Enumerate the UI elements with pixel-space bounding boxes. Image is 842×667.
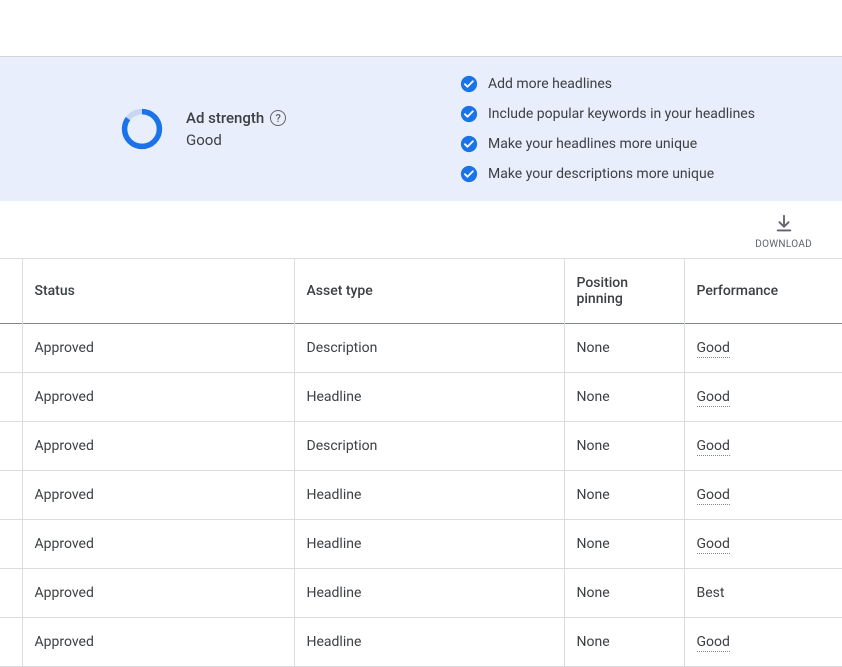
cell-position-pinning: None (564, 422, 684, 471)
cell-performance: Good (684, 520, 842, 569)
cell-asset-type: Headline (294, 520, 564, 569)
cell-performance: Best (684, 569, 842, 618)
suggestion-text: Add more headlines (488, 76, 612, 92)
table-row[interactable]: ApprovedHeadlineNoneGood (0, 618, 842, 667)
help-icon[interactable]: ? (270, 110, 286, 126)
cell-asset-type: Description (294, 324, 564, 373)
cell-position-pinning: None (564, 471, 684, 520)
check-circle-icon (460, 75, 478, 93)
row-spacer (0, 324, 22, 373)
check-circle-icon (460, 105, 478, 123)
row-spacer (0, 569, 22, 618)
cell-position-pinning: None (564, 618, 684, 667)
cell-status: Approved (22, 373, 294, 422)
cell-asset-type: Description (294, 422, 564, 471)
ad-strength-panel: Ad strength ? Good Add more headlines Inc… (0, 56, 842, 201)
cell-status: Approved (22, 422, 294, 471)
table-header-performance[interactable]: Performance (684, 259, 842, 324)
top-spacer (0, 0, 842, 56)
cell-performance: Good (684, 471, 842, 520)
suggestion-item[interactable]: Add more headlines (460, 75, 755, 93)
cell-status: Approved (22, 618, 294, 667)
ad-strength-title: Ad strength (186, 109, 264, 127)
assets-table: Status Asset type Position pinning Perfo… (0, 258, 842, 667)
cell-asset-type: Headline (294, 569, 564, 618)
download-icon (773, 213, 795, 235)
suggestion-item[interactable]: Make your headlines more unique (460, 135, 755, 153)
table-row[interactable]: ApprovedHeadlineNoneGood (0, 373, 842, 422)
check-circle-icon (460, 135, 478, 153)
row-spacer (0, 422, 22, 471)
ad-strength-summary: Ad strength ? Good (0, 107, 460, 151)
cell-performance: Good (684, 422, 842, 471)
cell-performance: Good (684, 324, 842, 373)
ad-strength-ring-icon (120, 107, 164, 151)
suggestion-text: Make your descriptions more unique (488, 166, 714, 182)
row-spacer (0, 471, 22, 520)
cell-position-pinning: None (564, 373, 684, 422)
cell-status: Approved (22, 324, 294, 373)
suggestion-item[interactable]: Make your descriptions more unique (460, 165, 755, 183)
table-row[interactable]: ApprovedDescriptionNoneGood (0, 422, 842, 471)
cell-position-pinning: None (564, 520, 684, 569)
cell-status: Approved (22, 569, 294, 618)
table-row[interactable]: ApprovedHeadlineNoneBest (0, 569, 842, 618)
download-button[interactable]: DOWNLOAD (755, 213, 812, 250)
suggestion-text: Include popular keywords in your headlin… (488, 106, 755, 122)
table-header-status[interactable]: Status (22, 259, 294, 324)
table-row[interactable]: ApprovedHeadlineNoneGood (0, 471, 842, 520)
table-header-row: Status Asset type Position pinning Perfo… (0, 259, 842, 324)
cell-status: Approved (22, 520, 294, 569)
table-row[interactable]: ApprovedDescriptionNoneGood (0, 324, 842, 373)
row-spacer (0, 373, 22, 422)
cell-asset-type: Headline (294, 618, 564, 667)
table-toolbar: DOWNLOAD (0, 201, 842, 258)
table-header-position-pinning[interactable]: Position pinning (564, 259, 684, 324)
cell-asset-type: Headline (294, 373, 564, 422)
cell-performance: Good (684, 373, 842, 422)
table-header-spacer (0, 259, 22, 324)
table-header-asset-type[interactable]: Asset type (294, 259, 564, 324)
cell-asset-type: Headline (294, 471, 564, 520)
ad-strength-rating: Good (186, 131, 286, 149)
cell-status: Approved (22, 471, 294, 520)
cell-performance: Good (684, 618, 842, 667)
check-circle-icon (460, 165, 478, 183)
suggestions-list: Add more headlines Include popular keywor… (460, 75, 755, 183)
download-label: DOWNLOAD (755, 239, 812, 250)
row-spacer (0, 520, 22, 569)
suggestion-text: Make your headlines more unique (488, 136, 697, 152)
row-spacer (0, 618, 22, 667)
table-row[interactable]: ApprovedHeadlineNoneGood (0, 520, 842, 569)
cell-position-pinning: None (564, 324, 684, 373)
suggestion-item[interactable]: Include popular keywords in your headlin… (460, 105, 755, 123)
cell-position-pinning: None (564, 569, 684, 618)
